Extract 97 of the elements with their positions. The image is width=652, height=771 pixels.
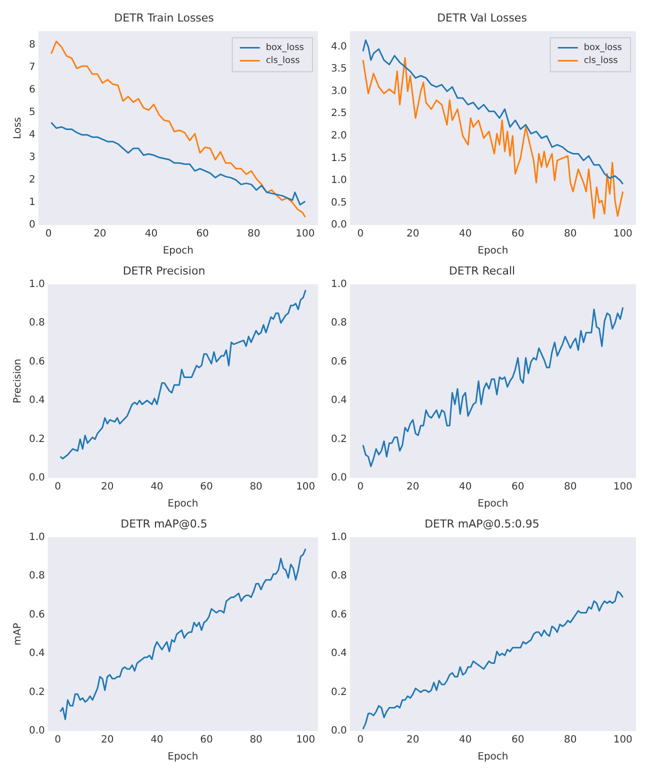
y-tick-label: 6 [28,84,36,96]
y-tick-label: 0.6 [330,609,347,620]
y-tick-label: 0.0 [330,220,347,231]
y-tick-label: 0.5 [330,197,347,208]
chart-title: DETR mAP@0.5 [120,517,208,530]
y-tick-label: 0.8 [28,570,45,582]
y-tick-label: 2.5 [330,108,347,120]
chart-title: DETR Val Losses [437,11,528,24]
x-tick-label: 40 [459,228,472,240]
legend-label: box_loss [584,43,622,54]
y-tick-label: 2 [28,174,36,186]
x-tick-label: 20 [101,482,114,493]
legend-label: cls_loss [266,56,300,66]
y-tick-label: 1.5 [330,152,347,164]
y-tick-label: 0.0 [28,726,45,737]
x-tick-label: 100 [296,228,315,240]
x-tick-label: 80 [564,482,577,493]
x-tick-label: 40 [150,734,164,746]
y-tick-label: 8 [28,39,36,50]
x-tick-label: 0 [54,734,62,746]
x-tick-label: 60 [200,482,213,493]
y-tick-label: 5 [28,106,36,118]
y-tick-label: 0.8 [330,318,347,329]
y-tick-label: 3.0 [330,86,347,97]
y-tick-label: 0.4 [330,648,347,660]
y-tick-label: 0.8 [28,318,45,329]
y-tick-label: 0.2 [28,434,45,445]
y-tick-label: 0.0 [330,726,347,737]
x-tick-label: 40 [144,228,158,240]
y-tick-label: 7 [28,62,36,73]
y-tick-label: 0.4 [28,395,45,406]
y-tick-label: 1.0 [330,278,347,290]
x-tick-label: 60 [512,228,524,240]
chart-title: DETR Precision [122,264,206,278]
y-tick-label: 1.0 [28,278,45,290]
y-tick-label: 1.0 [28,532,45,543]
x-tick-label: 20 [406,734,420,746]
x-axis-title: Epoch [168,752,198,763]
x-tick-label: 60 [512,734,524,746]
x-tick-label: 0 [54,482,62,493]
y-tick-label: 0.6 [28,356,45,368]
y-tick-label: 0.6 [28,609,45,620]
x-axis-title: Epoch [162,246,194,257]
x-tick-label: 80 [247,228,260,240]
y-tick-label: 1 [28,197,36,208]
x-tick-label: 0 [357,734,364,746]
y-tick-label: 0.2 [28,686,45,698]
y-tick-label: 3.5 [330,64,347,75]
y-tick-label: 0.4 [28,648,45,660]
y-tick-label: 0.2 [330,686,347,698]
x-axis-title: Epoch [478,752,508,763]
y-axis-title: Loss [12,117,24,140]
legend-label: box_loss [266,43,304,54]
x-tick-label: 60 [512,482,524,493]
y-tick-label: 3 [28,152,36,163]
x-axis-title: Epoch [168,498,198,510]
x-tick-label: 80 [564,228,577,240]
y-tick-label: 0.0 [330,472,347,484]
y-axis-title: mAP [12,622,24,646]
x-tick-label: 100 [613,228,632,240]
x-tick-label: 40 [459,482,472,493]
x-tick-label: 20 [406,482,420,493]
y-tick-label: 1.0 [330,532,347,543]
x-tick-label: 0 [357,482,364,493]
x-axis-title: Epoch [478,246,508,257]
y-tick-label: 0.0 [28,472,45,484]
y-tick-label: 1.0 [330,175,347,186]
y-tick-label: 0.6 [330,356,347,368]
y-tick-label: 0 [28,220,36,231]
x-tick-label: 100 [613,482,632,493]
x-tick-label: 80 [564,734,577,746]
y-tick-label: 2.0 [330,130,347,142]
x-tick-label: 20 [406,228,420,240]
x-tick-label: 60 [196,228,209,240]
y-tick-label: 4.0 [330,41,347,52]
y-axis-title: Precision [12,358,24,404]
x-tick-label: 0 [45,228,52,240]
x-tick-label: 20 [94,228,106,240]
x-axis-title: Epoch [478,498,508,510]
y-tick-label: 4 [28,129,36,140]
x-tick-label: 80 [250,734,262,746]
x-tick-label: 40 [150,482,164,493]
legend-label: cls_loss [584,56,618,66]
y-tick-label: 0.2 [330,434,347,445]
x-tick-label: 100 [613,734,632,746]
y-tick-label: 0.8 [330,570,347,582]
chart-title: DETR Train Losses [114,11,214,24]
x-tick-label: 100 [296,482,316,493]
x-tick-label: 100 [296,734,316,746]
x-tick-label: 80 [250,482,262,493]
x-tick-label: 60 [200,734,213,746]
x-tick-label: 0 [357,228,364,240]
x-tick-label: 20 [101,734,114,746]
chart-title: DETR mAP@0.5:0.95 [424,517,540,530]
y-tick-label: 0.4 [330,395,347,406]
x-tick-label: 40 [459,734,472,746]
chart-title: DETR Recall [448,264,516,278]
